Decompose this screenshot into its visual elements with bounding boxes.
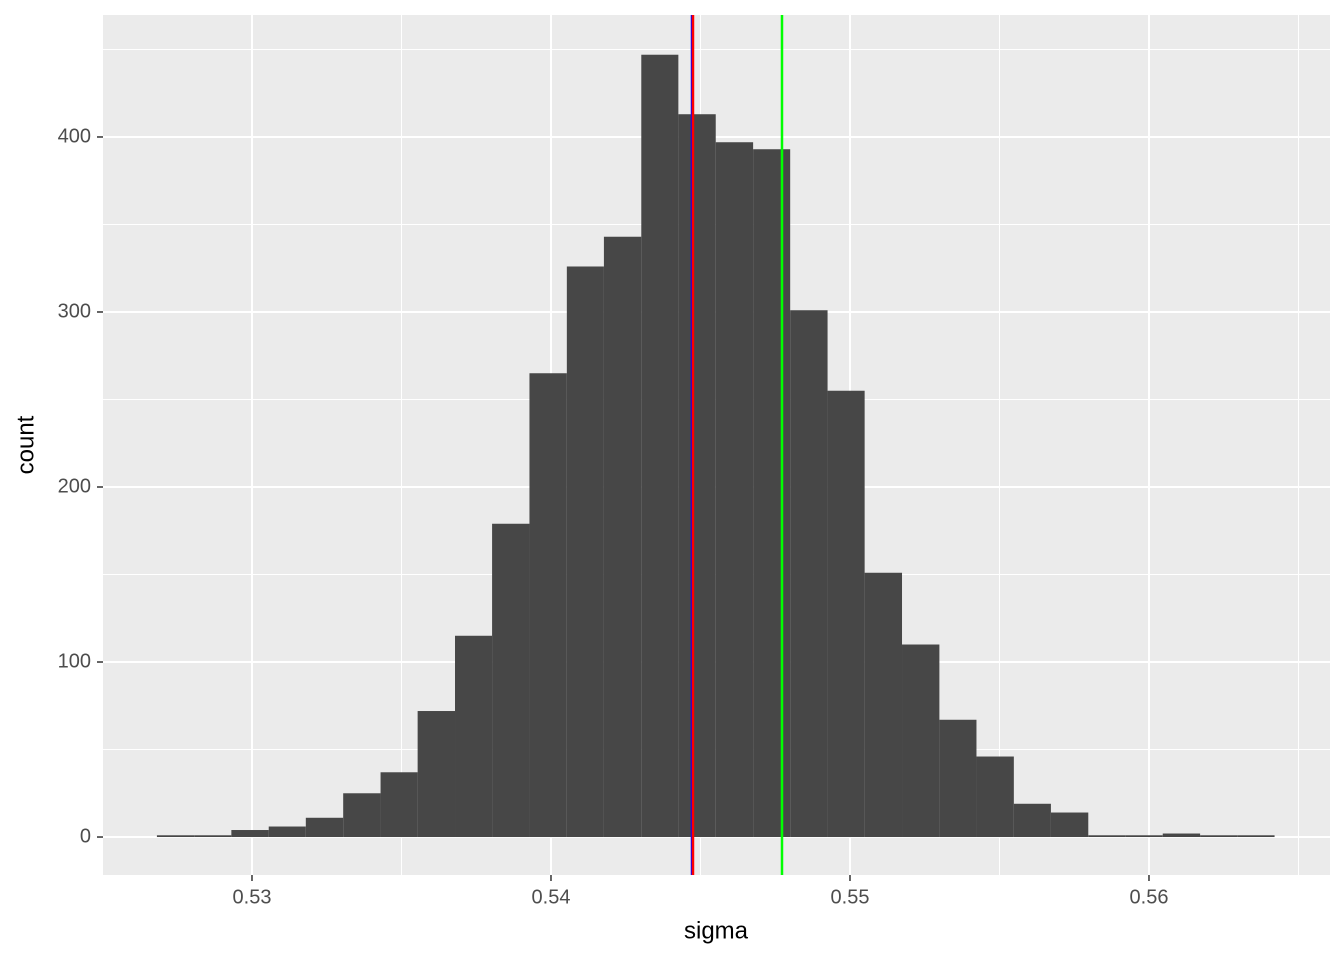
- y-tick-label: 100: [58, 650, 91, 672]
- bar: [492, 523, 530, 838]
- bar: [864, 572, 903, 838]
- bar: [1162, 833, 1201, 838]
- bar: [641, 54, 679, 838]
- bar: [156, 835, 195, 838]
- bar: [1200, 835, 1238, 838]
- bar: [603, 236, 642, 838]
- x-tick-label: 0.53: [233, 886, 272, 908]
- bar: [343, 793, 381, 838]
- bar: [715, 142, 754, 838]
- bar: [939, 719, 977, 838]
- y-tick-label: 400: [58, 125, 91, 147]
- x-axis-title: sigma: [684, 917, 749, 944]
- bar: [976, 756, 1014, 838]
- bar: [1125, 835, 1163, 838]
- bar: [455, 635, 493, 838]
- x-tick-label: 0.55: [831, 886, 870, 908]
- bar: [380, 772, 418, 838]
- bar: [417, 711, 456, 838]
- bar: [790, 310, 828, 838]
- bar: [678, 114, 716, 838]
- bar: [1237, 835, 1275, 838]
- y-tick-label: 0: [80, 825, 91, 847]
- y-tick-label: 300: [58, 300, 91, 322]
- bar: [268, 826, 306, 838]
- bar: [1088, 835, 1126, 838]
- x-tick-label: 0.54: [532, 886, 571, 908]
- bar: [1013, 803, 1051, 838]
- x-tick-label: 0.56: [1130, 886, 1169, 908]
- bar: [902, 644, 940, 838]
- y-tick-label: 200: [58, 475, 91, 497]
- bar: [566, 266, 604, 838]
- bar: [194, 835, 232, 838]
- bar: [529, 373, 567, 838]
- bar: [753, 149, 791, 838]
- bar: [827, 390, 865, 838]
- bar: [231, 830, 269, 838]
- y-axis-title: count: [12, 415, 39, 474]
- bar: [305, 817, 344, 838]
- bar: [1050, 812, 1089, 838]
